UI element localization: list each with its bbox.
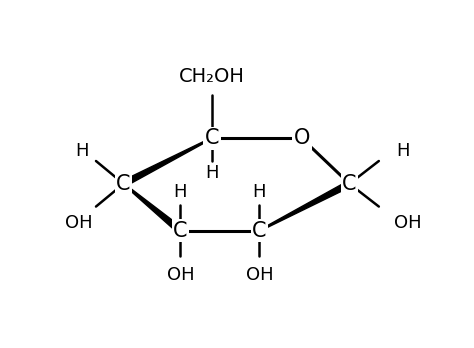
Text: H: H xyxy=(205,164,219,182)
Text: OH: OH xyxy=(167,266,194,284)
Text: C: C xyxy=(116,174,131,194)
Text: C: C xyxy=(204,128,219,148)
Text: OH: OH xyxy=(246,266,273,284)
Text: H: H xyxy=(76,142,89,160)
Text: H: H xyxy=(253,183,266,201)
Text: C: C xyxy=(252,221,267,241)
Polygon shape xyxy=(259,181,352,231)
Text: CH₂OH: CH₂OH xyxy=(179,67,245,86)
Polygon shape xyxy=(123,183,183,232)
Text: O: O xyxy=(293,128,310,148)
Text: C: C xyxy=(173,221,188,241)
Text: OH: OH xyxy=(394,214,422,232)
Polygon shape xyxy=(121,138,212,186)
Text: H: H xyxy=(396,142,410,160)
Text: H: H xyxy=(174,183,187,201)
Text: C: C xyxy=(342,174,357,194)
Text: OH: OH xyxy=(64,214,92,232)
